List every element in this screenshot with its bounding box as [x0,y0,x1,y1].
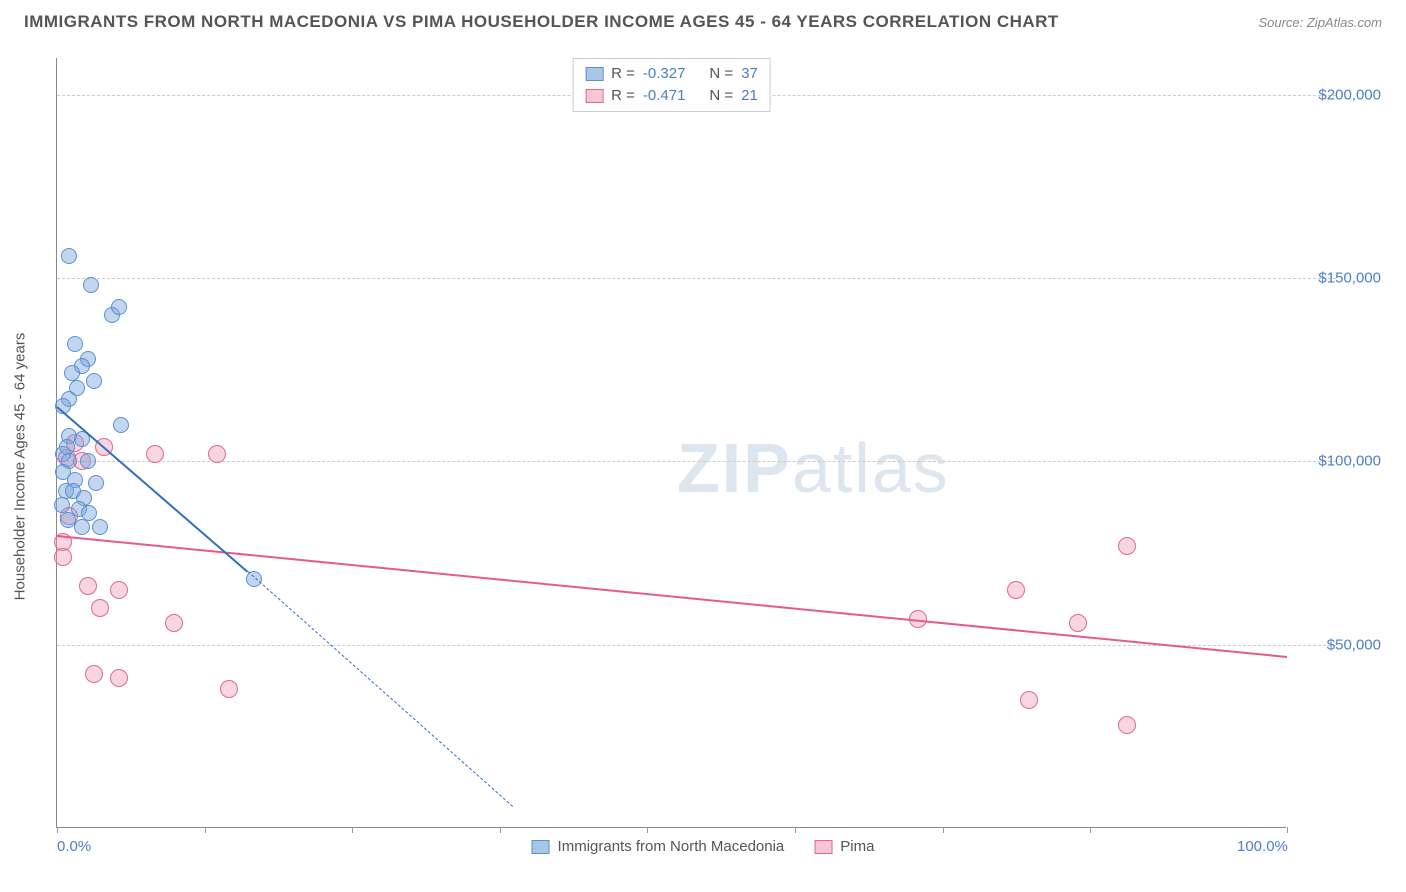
data-point-blue [61,248,77,264]
legend-row-blue: R = -0.327 N = 37 [585,63,758,85]
watermark-bold: ZIP [677,429,792,507]
data-point-blue [88,475,104,491]
legend-n-label: N = [709,85,733,107]
source-attribution: Source: ZipAtlas.com [1258,15,1382,30]
legend-item-pink: Pima [814,838,874,855]
data-point-pink [1020,691,1038,709]
y-tick-label: $50,000 [1327,636,1381,653]
data-point-blue [64,365,80,381]
watermark-light: atlas [792,429,950,507]
legend-swatch-blue [585,67,603,81]
gridline [57,461,1336,462]
trendline [57,535,1287,658]
x-tick-label: 100.0% [1237,838,1288,855]
chart-title: IMMIGRANTS FROM NORTH MACEDONIA VS PIMA … [24,12,1059,32]
y-tick-label: $200,000 [1318,86,1381,103]
x-tick [205,827,206,833]
trendline-extension [247,571,512,806]
data-point-blue [74,519,90,535]
data-point-pink [54,548,72,566]
data-point-blue [92,519,108,535]
data-point-pink [91,599,109,617]
data-point-pink [1069,614,1087,632]
data-point-pink [110,669,128,687]
legend-item-blue: Immigrants from North Macedonia [532,838,785,855]
data-point-pink [208,445,226,463]
data-point-blue [111,299,127,315]
legend-label-blue: Immigrants from North Macedonia [558,838,785,855]
legend-r-value-blue: -0.327 [643,63,686,85]
x-tick [57,827,58,833]
gridline [57,645,1336,646]
legend-swatch-pink [585,89,603,103]
x-tick-label: 0.0% [57,838,91,855]
data-point-blue [67,336,83,352]
watermark: ZIPatlas [677,428,950,508]
data-point-blue [80,453,96,469]
x-tick [352,827,353,833]
series-legend: Immigrants from North Macedonia Pima [532,838,875,855]
data-point-pink [85,665,103,683]
data-point-pink [165,614,183,632]
data-point-pink [1007,581,1025,599]
x-tick [500,827,501,833]
scatter-plot: ZIPatlas R = -0.327 N = 37 R = -0.471 N … [56,58,1286,828]
data-point-blue [113,417,129,433]
legend-r-label: R = [611,85,635,107]
title-bar: IMMIGRANTS FROM NORTH MACEDONIA VS PIMA … [24,12,1382,32]
data-point-pink [110,581,128,599]
legend-n-value-blue: 37 [741,63,758,85]
y-axis-label: Householder Income Ages 45 - 64 years [11,333,28,601]
x-tick [1287,827,1288,833]
data-point-blue [83,277,99,293]
data-point-pink [79,577,97,595]
legend-r-label: R = [611,63,635,85]
legend-row-pink: R = -0.471 N = 21 [585,85,758,107]
x-tick [1090,827,1091,833]
data-point-blue [54,497,70,513]
data-point-blue [86,373,102,389]
correlation-legend: R = -0.327 N = 37 R = -0.471 N = 21 [572,58,771,112]
y-tick-label: $100,000 [1318,453,1381,470]
data-point-pink [146,445,164,463]
data-point-blue [81,505,97,521]
legend-swatch-pink [814,840,832,854]
x-tick [647,827,648,833]
data-point-pink [1118,716,1136,734]
legend-r-value-pink: -0.471 [643,85,686,107]
legend-n-value-pink: 21 [741,85,758,107]
x-tick [943,827,944,833]
legend-swatch-blue [532,840,550,854]
legend-label-pink: Pima [840,838,874,855]
gridline [57,278,1336,279]
data-point-pink [220,680,238,698]
x-tick [795,827,796,833]
data-point-pink [1118,537,1136,555]
legend-n-label: N = [709,63,733,85]
y-tick-label: $150,000 [1318,270,1381,287]
